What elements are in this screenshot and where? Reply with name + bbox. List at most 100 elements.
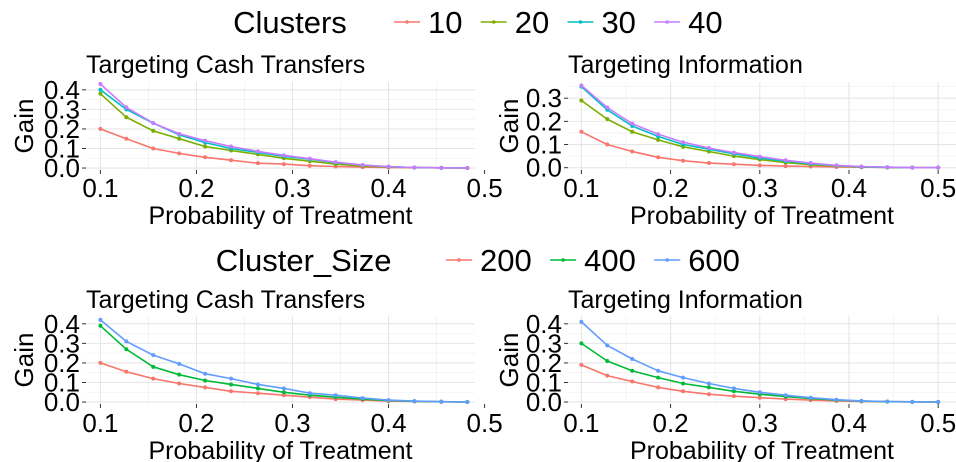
data-point [412, 165, 417, 170]
data-point [151, 376, 156, 381]
series-40 [579, 83, 941, 170]
data-point [910, 399, 915, 404]
axes: 0.00.10.20.30.40.1 0.2 0.3 0.4 0.5 [526, 309, 956, 438]
legend-label: 400 [584, 243, 636, 278]
data-point [630, 149, 635, 154]
data-point [229, 389, 234, 394]
legend-label: 40 [688, 5, 722, 40]
data-point [98, 323, 103, 328]
data-point [177, 151, 182, 156]
data-point [124, 105, 129, 110]
data-point [203, 155, 208, 160]
data-point [859, 164, 864, 169]
y-tick-label: 0.3 [44, 328, 80, 358]
data-point [281, 393, 286, 398]
data-point [706, 385, 711, 390]
data-point [757, 395, 762, 400]
data-point [579, 129, 584, 134]
data-point [656, 375, 661, 380]
data-point [203, 144, 208, 149]
x-tick-label: 0.4 [370, 408, 406, 438]
panel-title: Targeting Information [568, 51, 803, 79]
x-tick-label: 0.2 [652, 408, 688, 438]
data-point [412, 399, 417, 404]
y-tick-label: 0.1 [526, 130, 562, 160]
data-point [783, 158, 788, 163]
legend-key-point [457, 258, 461, 262]
data-point [151, 353, 156, 358]
data-point [630, 357, 635, 362]
data-point [439, 399, 444, 404]
legend-key-point [561, 258, 565, 262]
x-tick-label: 0.3 [742, 408, 778, 438]
data-point [151, 146, 156, 151]
x-tick-label: 0.2 [178, 173, 214, 203]
legend-key-point [491, 20, 496, 24]
data-point [731, 150, 736, 155]
plot-area [579, 83, 941, 170]
x-tick-label: 0.5 [920, 408, 956, 438]
data-point [307, 156, 312, 161]
data-point [177, 372, 182, 377]
data-point [605, 343, 610, 348]
data-point [465, 166, 470, 170]
data-point [177, 361, 182, 366]
plot-area [98, 317, 470, 404]
data-point [656, 155, 661, 160]
y-tick-label: 0.3 [526, 328, 562, 358]
x-tick-label: 0.4 [370, 173, 406, 203]
legend-key-point [405, 20, 409, 24]
axes: 0.00.10.20.30.40.1 0.2 0.3 0.4 0.5 [44, 309, 503, 438]
data-point [579, 83, 584, 88]
panel-title: Targeting Information [568, 286, 803, 314]
data-point [681, 158, 686, 163]
x-tick-label: 0.1 [563, 408, 599, 438]
x-tick-label: 0.1 [82, 408, 118, 438]
data-point [439, 165, 444, 170]
data-point [98, 82, 103, 86]
x-tick-label: 0.1 [563, 173, 599, 203]
data-point [386, 398, 391, 403]
data-point [757, 154, 762, 159]
x-tick-label: 0.3 [274, 173, 310, 203]
legend-key-point [665, 20, 669, 24]
data-point [808, 161, 813, 166]
panel-1: 0.00.10.20.30.40.1 0.2 0.3 0.4 0.5Targeting … [9, 51, 503, 230]
data-point [579, 341, 584, 346]
data-point [229, 376, 234, 381]
data-point [630, 368, 635, 373]
legend-key-point [578, 20, 583, 24]
y-tick-label: 0.1 [526, 367, 562, 397]
data-point [229, 158, 234, 163]
data-point [656, 368, 661, 373]
data-point [229, 144, 234, 149]
data-point [229, 382, 234, 387]
axes: 0.00.10.20.30.1 0.2 0.3 0.4 0.5 [526, 83, 956, 203]
x-axis-label: Probability of Treatment [148, 202, 412, 230]
x-tick-label: 0.3 [274, 408, 310, 438]
x-tick-label: 0.1 [82, 173, 118, 203]
data-point [808, 395, 813, 400]
x-tick-label: 0.5 [467, 408, 503, 438]
grid [568, 82, 956, 170]
x-tick-label: 0.5 [467, 173, 503, 203]
data-point [605, 117, 610, 122]
data-point [255, 391, 260, 396]
data-point [281, 153, 286, 158]
y-tick-label: 0.4 [526, 309, 562, 339]
data-point [333, 393, 338, 398]
data-point [177, 381, 182, 386]
legend-label: 20 [515, 5, 549, 40]
data-point [307, 391, 312, 396]
panel-title: Targeting Cash Transfers [86, 286, 365, 314]
data-point [630, 121, 635, 126]
y-tick-label: 0.2 [44, 348, 80, 378]
data-point [656, 132, 661, 137]
data-point [203, 138, 208, 143]
y-axis-label: Gain [9, 333, 39, 388]
data-point [783, 393, 788, 398]
data-point [579, 98, 584, 103]
y-tick-label: 0.4 [44, 309, 80, 339]
x-tick-label: 0.3 [742, 173, 778, 203]
